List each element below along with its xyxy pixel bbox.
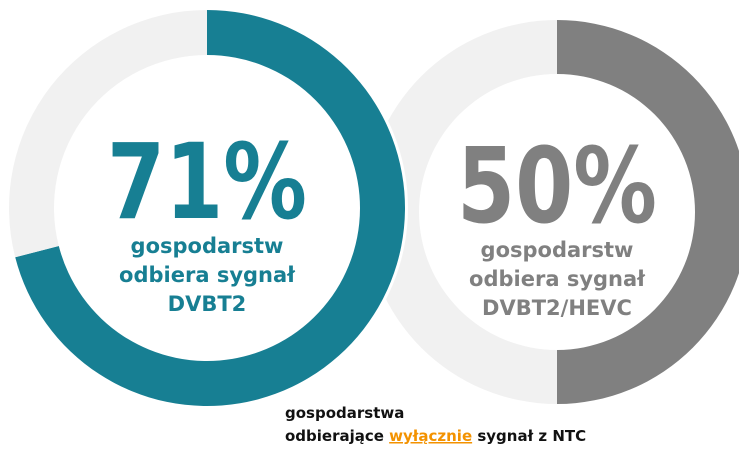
footnote-highlight: wyłącznie bbox=[389, 427, 472, 445]
donut-hole bbox=[6, 7, 408, 409]
footnote-text: sygnał z NTC bbox=[472, 427, 586, 445]
center-text: odbiera sygnał bbox=[119, 263, 296, 287]
footnote-line: gospodarstwa bbox=[285, 404, 404, 422]
percent-label: 71% bbox=[107, 121, 307, 243]
center-text: DVBT2 bbox=[168, 292, 247, 316]
donut-segment bbox=[557, 20, 739, 404]
center-text: DVBT2/HEVC bbox=[482, 296, 632, 320]
center-text: odbiera sygnał bbox=[469, 267, 646, 291]
donut-segment bbox=[365, 20, 557, 404]
donut-segment bbox=[8, 10, 207, 258]
percent-label: 50% bbox=[457, 125, 657, 247]
footnote-text: odbierające bbox=[285, 427, 389, 445]
center-text: gospodarstw bbox=[131, 234, 284, 258]
center-text: gospodarstw bbox=[481, 238, 634, 262]
footnote-line: odbierające wyłącznie sygnał z NTC bbox=[285, 427, 586, 445]
